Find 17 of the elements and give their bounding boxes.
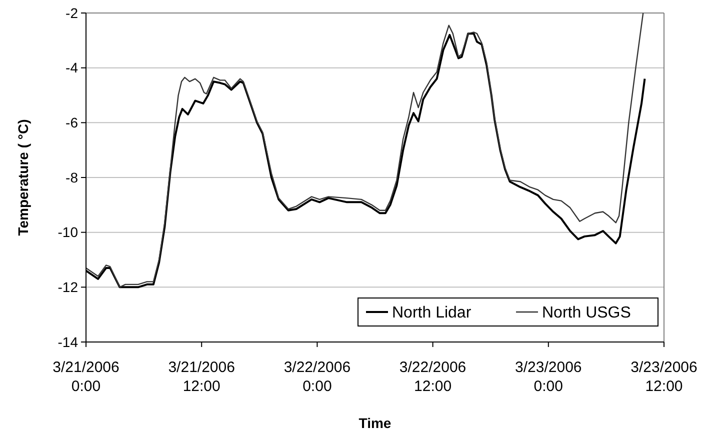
y-tick-label: -4: [66, 60, 78, 76]
x-tick-label: 3/23/2006 0:00: [515, 359, 582, 395]
y-tick-label: -10: [58, 224, 78, 240]
x-axis-title: Time: [358, 415, 392, 431]
x-tick-label: 3/22/2006 12:00: [399, 359, 466, 395]
y-tick-label: -14: [58, 334, 78, 350]
x-tick-label: 3/21/2006 12:00: [168, 359, 235, 395]
y-tick-label: -12: [58, 279, 78, 296]
y-tick-label: -8: [66, 169, 78, 186]
legend-label: North USGS: [542, 304, 631, 322]
legend-label: North Lidar: [392, 304, 472, 322]
x-tick-label: 3/22/2006 0:00: [284, 359, 351, 395]
x-tick-label: 3/23/2006 12:00: [630, 359, 698, 395]
y-tick-label: -2: [66, 4, 78, 21]
x-tick-label: 3/21/2006 0:00: [52, 359, 120, 395]
y-tick-label: -6: [66, 114, 78, 131]
y-axis-title: Temperature ( °C): [15, 119, 31, 236]
